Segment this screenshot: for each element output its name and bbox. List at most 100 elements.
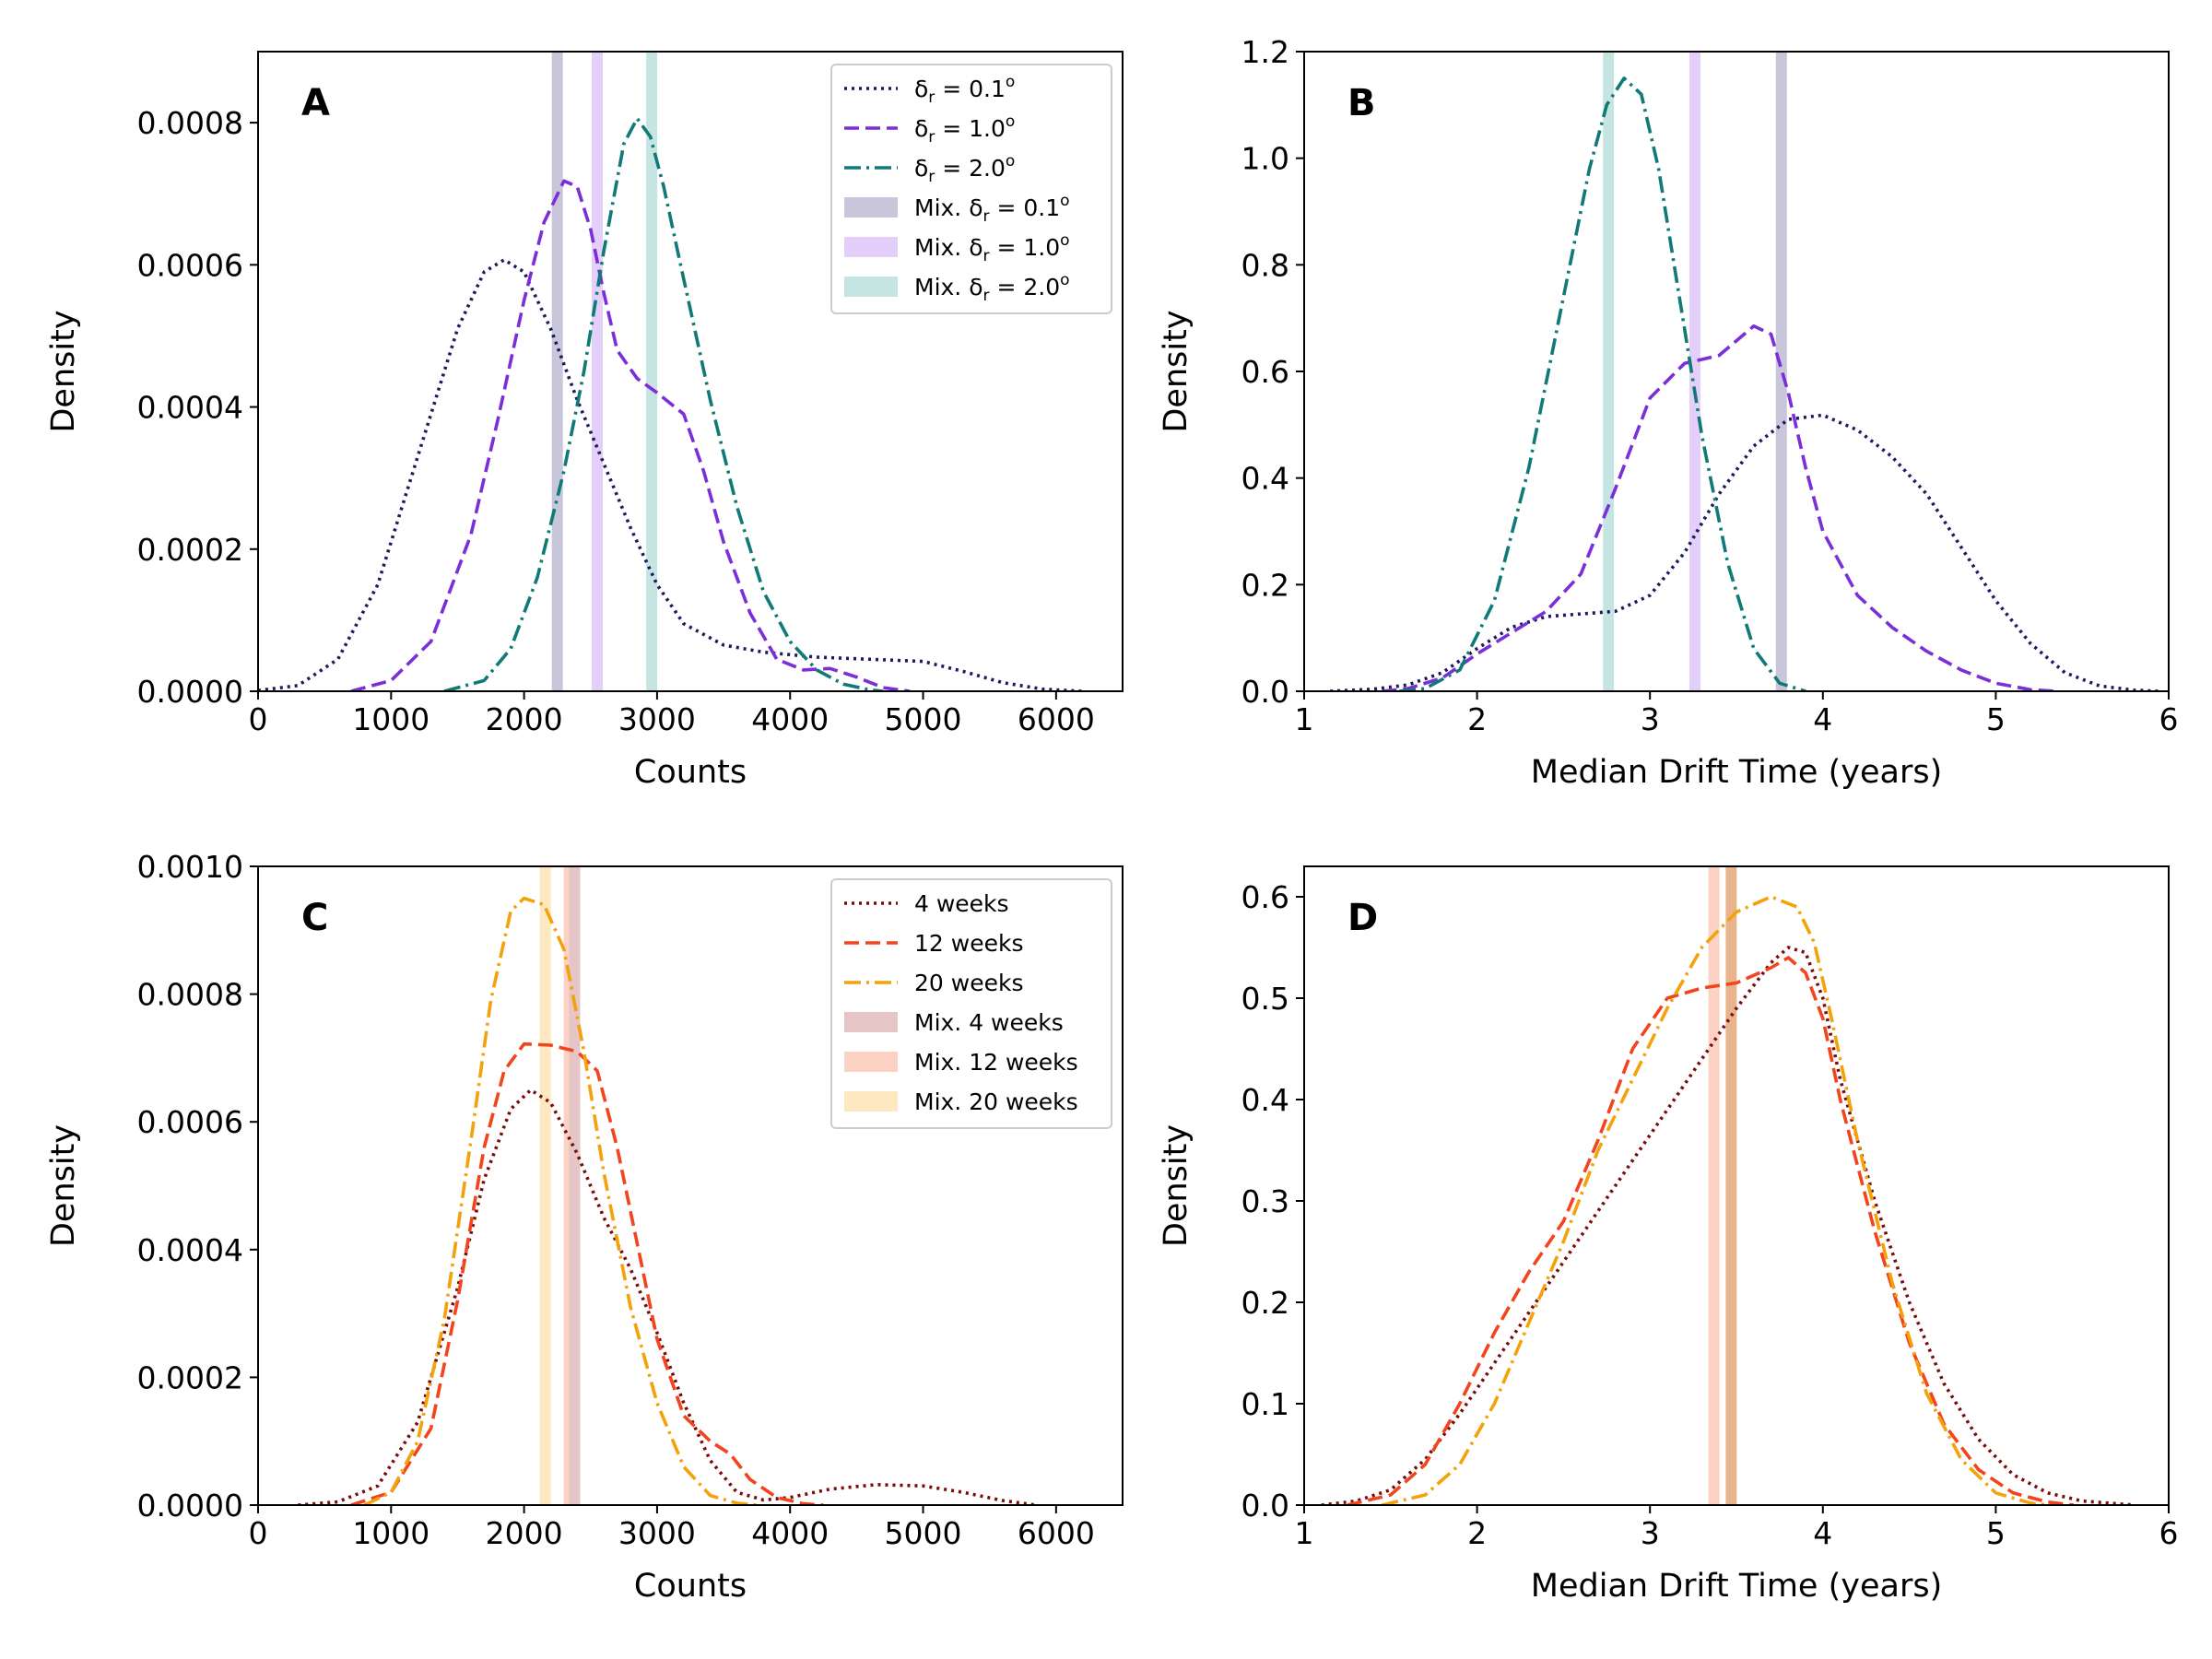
x-tick-label: 0 bbox=[249, 701, 268, 737]
x-tick-label: 1000 bbox=[352, 1515, 429, 1551]
series-line-1 bbox=[350, 1041, 824, 1505]
legend: δr = 0.1o δr = 1.0o δr = 2.0o Mix. δr = 0.1… bbox=[830, 64, 1112, 314]
x-tick-label: 1 bbox=[1295, 701, 1314, 737]
legend: 4 weeks 12 weeks 20 weeks Mix. 4 weeks Mix. … bbox=[830, 878, 1112, 1129]
series-line-1 bbox=[1347, 956, 2075, 1505]
x-tick-label: 4000 bbox=[751, 1515, 829, 1551]
axes-frame bbox=[257, 865, 1124, 1506]
x-tick-label: 2000 bbox=[486, 1515, 563, 1551]
y-tick-label: 0.8 bbox=[1241, 247, 1289, 283]
x-tick-label: 2 bbox=[1467, 701, 1487, 737]
mix-vline-1 bbox=[1725, 866, 1737, 1505]
y-tick-label: 0.0006 bbox=[137, 1104, 243, 1140]
y-tick-label: 0.0008 bbox=[137, 977, 243, 1013]
y-tick-label: 0.0006 bbox=[137, 247, 243, 283]
legend-label: Mix. δr = 2.0o bbox=[914, 271, 1070, 305]
mix-vline-2 bbox=[569, 866, 581, 1505]
y-tick-label: 0.0 bbox=[1241, 1488, 1289, 1524]
panel-d: 1 2 3 4 5 6 0.0 0.1 0.2 0.3 0.4 0.5 0.6 Median Drift … bbox=[1158, 865, 2179, 1605]
mix-vline-1 bbox=[591, 52, 603, 691]
legend-label: δr = 2.0o bbox=[914, 152, 1015, 186]
legend-label: δr = 0.1o bbox=[914, 73, 1015, 107]
plot-area bbox=[258, 52, 1083, 691]
y-tick-label: 0.0002 bbox=[137, 1359, 243, 1395]
y-tick-label: 0.6 bbox=[1241, 354, 1289, 390]
y-tick-label: 0.3 bbox=[1241, 1183, 1289, 1219]
y-tick-label: 0.1 bbox=[1241, 1386, 1289, 1422]
legend-patch-swatch bbox=[844, 1012, 898, 1032]
legend-box bbox=[830, 878, 1112, 1129]
plot-area bbox=[1321, 866, 2135, 1505]
y-axis-label: Density bbox=[1158, 310, 1194, 432]
x-axis-label: Counts bbox=[634, 1568, 747, 1605]
legend-label: δr = 1.0o bbox=[914, 112, 1015, 147]
legend-label: Mix. δr = 1.0o bbox=[914, 231, 1070, 265]
x-tick-label: 4 bbox=[1813, 1515, 1832, 1551]
x-tick-label: 6000 bbox=[1018, 701, 1095, 737]
y-tick-label: 0.2 bbox=[1241, 567, 1289, 603]
x-tick-label: 6000 bbox=[1018, 1515, 1095, 1551]
x-tick-label: 6 bbox=[2159, 1515, 2179, 1551]
x-tick-label: 2 bbox=[1467, 1515, 1487, 1551]
series-line-0 bbox=[258, 258, 1083, 691]
panel-label: D bbox=[1347, 897, 1378, 939]
x-tick-label: 5000 bbox=[885, 1515, 962, 1551]
legend-label: 12 weeks bbox=[914, 930, 1023, 957]
legend-patch-swatch bbox=[844, 237, 898, 257]
x-tick-label: 3000 bbox=[618, 1515, 696, 1551]
y-tick-label: 0.0004 bbox=[137, 390, 243, 426]
panel-label: A bbox=[301, 82, 330, 124]
legend-label: Mix. 4 weeks bbox=[914, 1009, 1064, 1036]
x-axis-label: Median Drift Time (years) bbox=[1531, 754, 1942, 791]
y-axis-label: Density bbox=[45, 1124, 82, 1247]
legend-label: Mix. δr = 0.1o bbox=[914, 192, 1070, 226]
series-line-2 bbox=[1399, 76, 1806, 691]
series-line-0 bbox=[298, 1088, 1037, 1505]
y-tick-label: 0.5 bbox=[1241, 981, 1289, 1017]
axes-frame bbox=[1303, 865, 2170, 1506]
x-tick-label: 3 bbox=[1641, 1515, 1660, 1551]
x-tick-label: 1000 bbox=[352, 701, 429, 737]
series-line-2 bbox=[443, 116, 884, 691]
legend-label: Mix. 12 weeks bbox=[914, 1049, 1078, 1076]
panel-b: 1 2 3 4 5 6 0.0 0.2 0.4 0.6 0.8 1.0 1.2 Median Drift … bbox=[1158, 34, 2179, 791]
mix-vline-2 bbox=[646, 52, 658, 691]
y-tick-label: 0.0002 bbox=[137, 532, 243, 568]
y-tick-label: 0.2 bbox=[1241, 1285, 1289, 1321]
y-tick-label: 1.0 bbox=[1241, 141, 1289, 177]
mix-vline-0 bbox=[539, 866, 551, 1505]
x-tick-label: 5 bbox=[1986, 701, 2006, 737]
x-tick-label: 3 bbox=[1641, 701, 1660, 737]
panel-label: C bbox=[301, 897, 328, 939]
y-tick-label: 0.6 bbox=[1241, 879, 1289, 915]
y-tick-label: 0.4 bbox=[1241, 461, 1289, 497]
panel-c: 0 1000 2000 3000 4000 5000 6000 0.0000 0.0002 0.0… bbox=[45, 849, 1124, 1605]
x-tick-label: 4 bbox=[1813, 701, 1832, 737]
x-tick-label: 5000 bbox=[885, 701, 962, 737]
x-tick-label: 3000 bbox=[618, 701, 696, 737]
y-tick-label: 0.0000 bbox=[137, 674, 243, 710]
legend-patch-swatch bbox=[844, 1091, 898, 1112]
x-tick-label: 4000 bbox=[751, 701, 829, 737]
series-line-2 bbox=[1381, 895, 2048, 1505]
x-axis-label: Counts bbox=[634, 754, 747, 791]
panel-a: 0 1000 2000 3000 4000 5000 6000 0.0000 0.0002 0.0… bbox=[45, 51, 1124, 791]
x-tick-label: 6 bbox=[2159, 701, 2179, 737]
mix-vline-0 bbox=[1603, 52, 1615, 691]
mix-vline-0 bbox=[551, 52, 563, 691]
x-tick-label: 1 bbox=[1295, 1515, 1314, 1551]
series-line-0 bbox=[1321, 946, 2135, 1505]
axes-frame bbox=[257, 51, 1124, 692]
y-tick-label: 0.4 bbox=[1241, 1082, 1289, 1118]
legend-patch-swatch bbox=[844, 197, 898, 218]
legend-label: 4 weeks bbox=[914, 890, 1009, 917]
series-line-2 bbox=[363, 896, 758, 1505]
y-tick-label: 0.0 bbox=[1241, 674, 1289, 710]
series-line-1 bbox=[1382, 324, 2057, 691]
legend-patch-swatch bbox=[844, 1052, 898, 1072]
y-tick-label: 1.2 bbox=[1241, 34, 1289, 70]
y-tick-label: 0.0008 bbox=[137, 105, 243, 141]
legend-label: Mix. 20 weeks bbox=[914, 1088, 1078, 1115]
series-line-0 bbox=[1330, 413, 2160, 691]
